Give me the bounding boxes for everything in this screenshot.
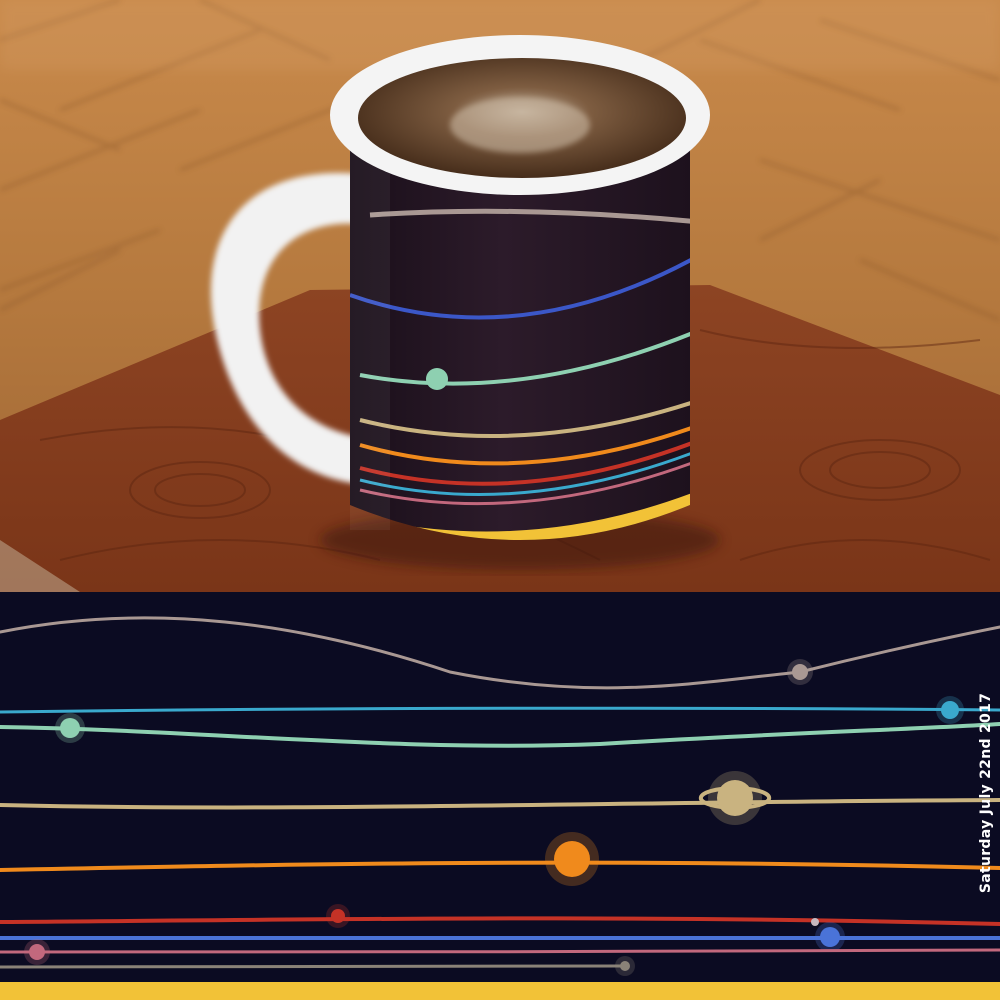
orbit-cyan xyxy=(0,706,1000,714)
base-band xyxy=(0,982,1000,1000)
orbit-grey-planet xyxy=(620,961,630,971)
orbit-mint-planet xyxy=(60,718,80,738)
small-moon xyxy=(811,918,819,926)
mug-body xyxy=(350,150,690,540)
orbit-red xyxy=(0,916,1000,926)
orbit-orange-planet xyxy=(554,841,590,877)
mug-handle xyxy=(210,172,390,486)
orbit-mint xyxy=(0,722,1000,748)
orbit-tan xyxy=(0,798,1000,810)
orbit-blue-planet xyxy=(820,927,840,947)
mug-print xyxy=(350,208,690,540)
orbit-layer xyxy=(0,616,1000,976)
orbit-taupe xyxy=(0,616,1000,690)
orbit-cyan-planet xyxy=(941,701,959,719)
orbit-grey xyxy=(0,964,627,969)
date-label: Saturday July 22nd 2017 xyxy=(978,692,994,894)
mug-photo xyxy=(0,0,1000,592)
orbit-taupe-planet xyxy=(792,664,808,680)
orbit-pink-planet xyxy=(29,944,45,960)
print-design xyxy=(0,592,1000,1000)
orbit-tan-planet xyxy=(717,780,753,816)
orbit-red-planet xyxy=(331,909,345,923)
orbit-pink xyxy=(0,948,1000,954)
orbit-orange xyxy=(0,860,1000,872)
